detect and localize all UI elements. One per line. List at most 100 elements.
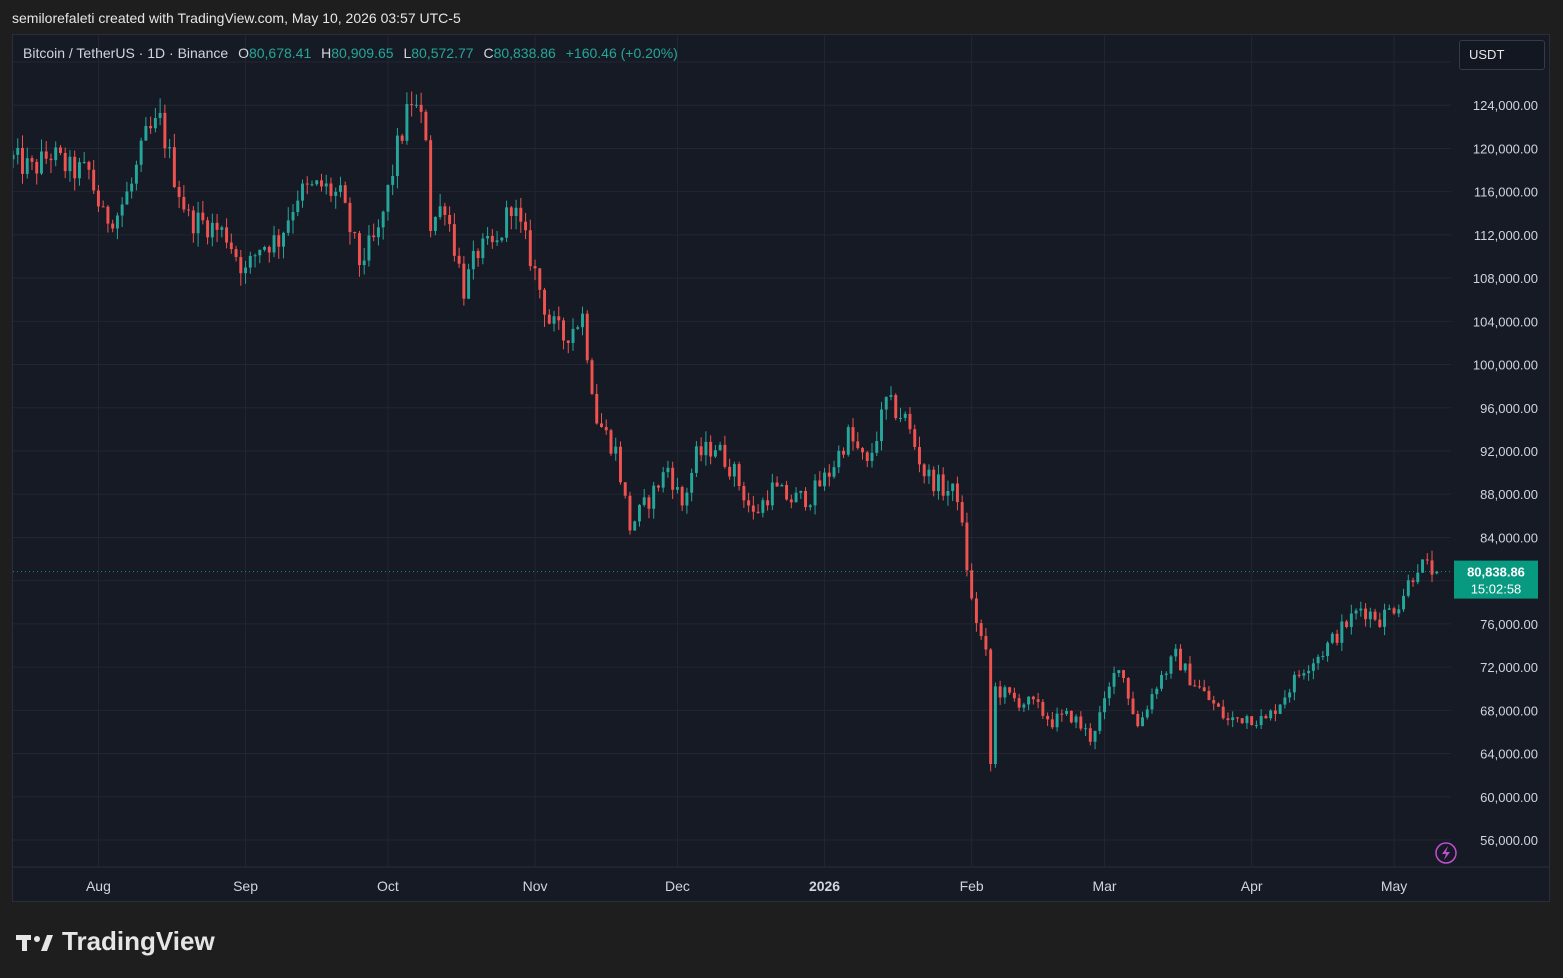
candle-body bbox=[880, 409, 883, 442]
candle-body bbox=[728, 466, 732, 477]
candle-body bbox=[832, 467, 836, 477]
candle-body bbox=[1141, 717, 1144, 727]
candle-body bbox=[505, 207, 509, 238]
candle-body bbox=[903, 413, 907, 418]
candle-body bbox=[1307, 670, 1311, 674]
change-value: +160.46 (+0.20%) bbox=[565, 45, 678, 61]
candle-body bbox=[951, 483, 955, 492]
tradingview-wordmark: TradingView bbox=[62, 926, 215, 956]
price-chart[interactable]: 56,000.00 60,000.00 64,000.00 68,000.00 72,0… bbox=[13, 35, 1549, 901]
candle-body bbox=[305, 183, 309, 185]
candle-body bbox=[908, 413, 912, 430]
candle-body bbox=[984, 636, 988, 650]
candle-body bbox=[1084, 728, 1088, 730]
candle-body bbox=[899, 417, 902, 419]
candle-body bbox=[970, 570, 974, 599]
candle-body bbox=[1207, 690, 1211, 701]
candle-body bbox=[846, 427, 850, 455]
candle-body bbox=[965, 522, 969, 571]
y-tick-label: 124,000.00 bbox=[1473, 98, 1538, 113]
y-tick-label: 56,000.00 bbox=[1480, 833, 1538, 848]
currency-unit-button[interactable]: USDT bbox=[1459, 40, 1545, 70]
candle-body bbox=[875, 441, 879, 453]
candle-body bbox=[614, 446, 618, 454]
candle-body bbox=[391, 176, 395, 185]
candle-body bbox=[1364, 608, 1368, 620]
candle-body bbox=[244, 267, 248, 274]
candle-body bbox=[761, 500, 765, 513]
candle-body bbox=[823, 472, 827, 487]
candle-body bbox=[794, 492, 798, 503]
candle-body bbox=[647, 497, 651, 509]
countdown-label: 15:02:58 bbox=[1471, 582, 1522, 597]
candle-body bbox=[718, 444, 722, 451]
candle-body bbox=[1093, 730, 1097, 742]
candle-body bbox=[1259, 715, 1263, 726]
candle-body bbox=[77, 162, 81, 179]
candle-body bbox=[780, 485, 784, 487]
candle-body bbox=[149, 125, 153, 129]
candle-body bbox=[1245, 716, 1249, 724]
candle-body bbox=[115, 215, 119, 229]
candle-body bbox=[419, 104, 423, 112]
y-tick-label: 104,000.00 bbox=[1473, 314, 1538, 329]
candle-body bbox=[471, 250, 475, 270]
candle-body bbox=[856, 441, 860, 449]
candle-body bbox=[248, 255, 252, 268]
candle-body bbox=[989, 649, 993, 765]
candle-body bbox=[1169, 656, 1173, 674]
y-tick-label: 88,000.00 bbox=[1480, 487, 1538, 502]
candle-body bbox=[225, 227, 229, 243]
chart-background bbox=[13, 35, 1549, 901]
ohlc-legend: Bitcoin / TetherUS · 1D · Binance O80,67… bbox=[23, 45, 678, 61]
y-tick-label: 116,000.00 bbox=[1474, 185, 1538, 200]
candle-body bbox=[543, 289, 547, 315]
tradingview-logo-icon bbox=[16, 934, 53, 951]
candle-body bbox=[1402, 595, 1406, 610]
candle-body bbox=[713, 450, 717, 457]
high-label: H bbox=[321, 45, 332, 61]
candle-body bbox=[481, 238, 485, 259]
candle-body bbox=[1383, 609, 1387, 627]
candle-body bbox=[533, 266, 537, 269]
candle-body bbox=[609, 430, 613, 454]
symbol-label[interactable]: Bitcoin / TetherUS · 1D · Binance bbox=[23, 45, 229, 61]
candle-body bbox=[770, 482, 774, 506]
close-value: 80,838.86 bbox=[493, 45, 556, 61]
candle-body bbox=[756, 511, 760, 513]
candle-body bbox=[153, 118, 157, 129]
candle-body bbox=[671, 467, 675, 490]
candle-body bbox=[818, 480, 822, 487]
candle-body bbox=[562, 320, 565, 341]
candle-body bbox=[405, 104, 409, 141]
candle-body bbox=[1183, 663, 1187, 671]
candle-body bbox=[685, 492, 689, 506]
candle-body bbox=[286, 220, 290, 233]
chart-panel[interactable]: 56,000.00 60,000.00 64,000.00 68,000.00 72,0… bbox=[12, 34, 1550, 902]
candle-body bbox=[353, 232, 357, 234]
candle-body bbox=[1145, 709, 1149, 718]
candle-body bbox=[263, 246, 267, 250]
low-label: L bbox=[403, 45, 412, 61]
y-tick-label: 76,000.00 bbox=[1480, 617, 1538, 632]
tradingview-logo[interactable]: TradingView bbox=[16, 926, 215, 957]
candle-body bbox=[851, 427, 855, 442]
y-tick-label: 68,000.00 bbox=[1480, 703, 1538, 718]
candle-body bbox=[234, 249, 238, 258]
candle-body bbox=[82, 161, 86, 163]
candle-body bbox=[1359, 608, 1363, 611]
candle-body bbox=[310, 184, 314, 186]
candle-body bbox=[54, 147, 58, 161]
candle-body bbox=[1174, 648, 1178, 657]
candle-body bbox=[1193, 685, 1197, 687]
x-tick-label: Feb bbox=[960, 878, 984, 894]
candle-body bbox=[457, 255, 461, 264]
y-tick-label: 84,000.00 bbox=[1480, 530, 1538, 545]
x-tick-label: Sep bbox=[233, 878, 258, 894]
candle-body bbox=[628, 495, 632, 531]
candle-body bbox=[581, 313, 584, 328]
current-price-label: 80,838.86 bbox=[1467, 565, 1525, 580]
candle-body bbox=[400, 135, 404, 141]
candle-body bbox=[1406, 580, 1410, 596]
candle-body bbox=[1430, 560, 1434, 575]
